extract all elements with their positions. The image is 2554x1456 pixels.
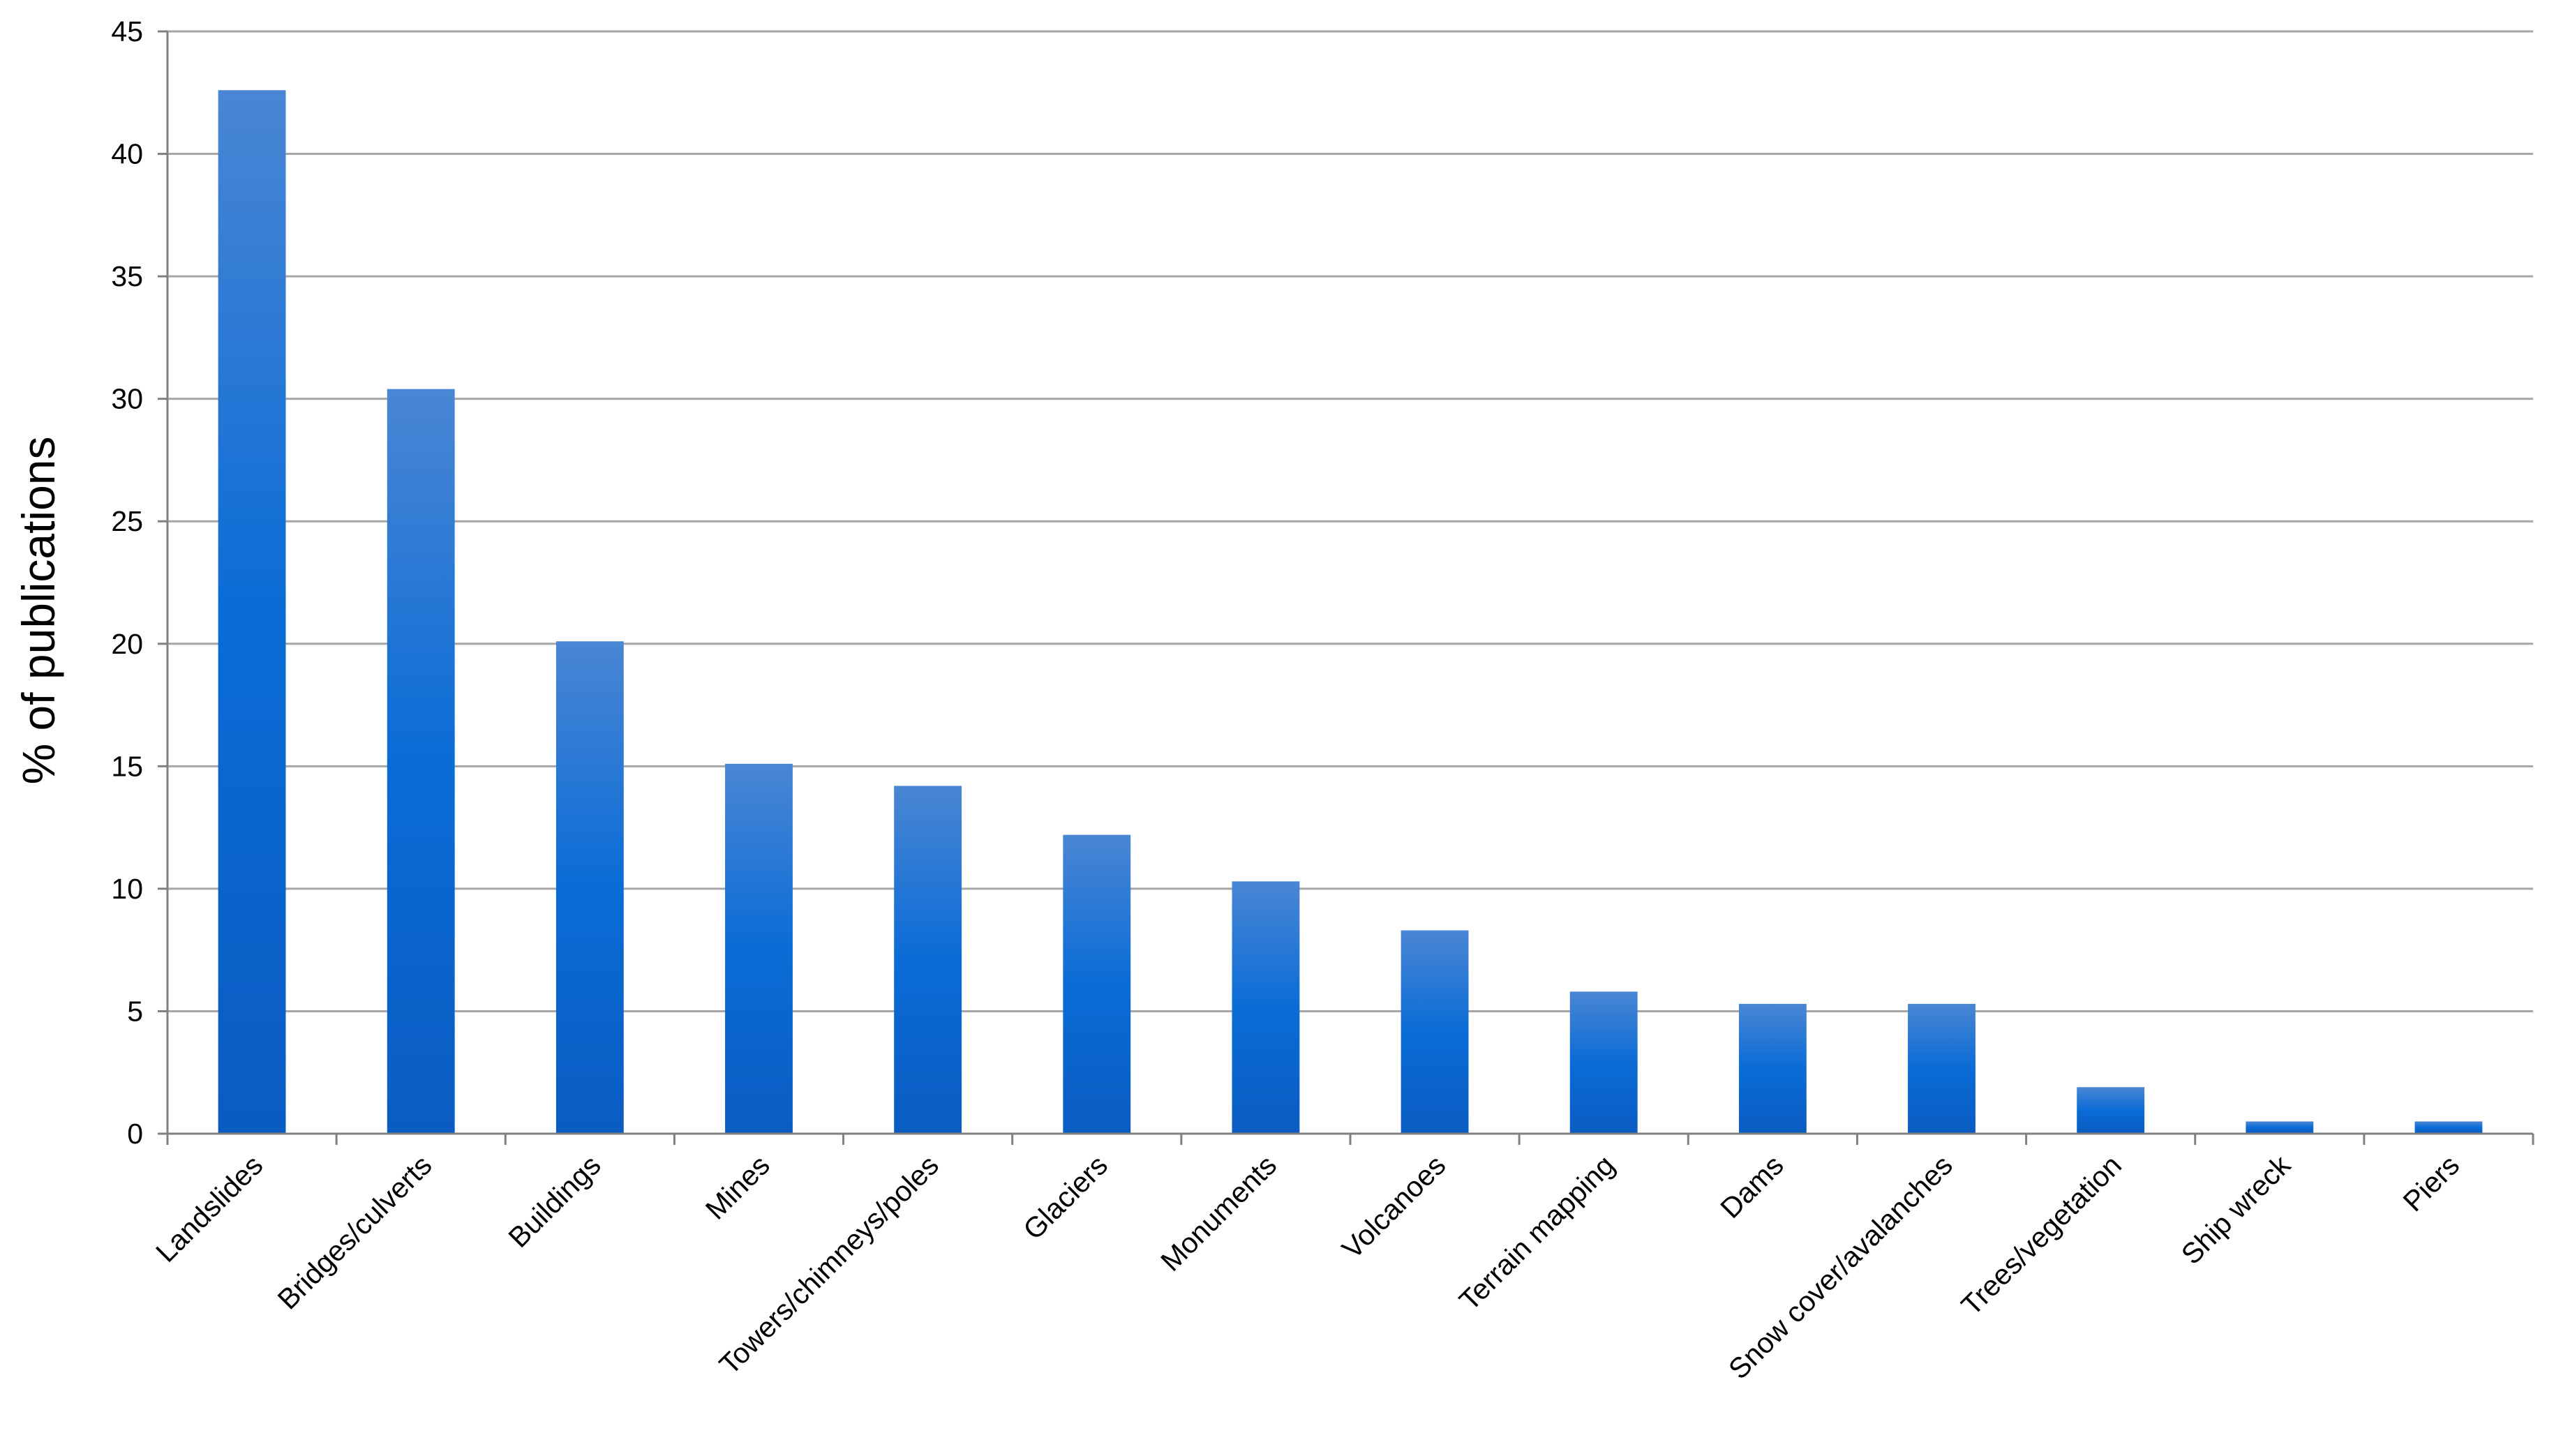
bar xyxy=(1063,834,1131,1134)
bars xyxy=(218,90,2483,1134)
y-tick-label: 0 xyxy=(127,1118,143,1150)
axes xyxy=(158,30,2534,1145)
bar xyxy=(387,389,455,1134)
bar xyxy=(218,90,286,1134)
y-tick-label: 5 xyxy=(127,995,143,1027)
bar xyxy=(725,763,793,1134)
x-category-label: Landslides xyxy=(149,1149,269,1268)
gridlines xyxy=(167,30,2533,1012)
x-category-label: Terrain mapping xyxy=(1453,1149,1620,1316)
x-category-label: Dams xyxy=(1714,1149,1789,1224)
x-category-label: Monuments xyxy=(1154,1149,1283,1277)
x-category-label: Piers xyxy=(2397,1149,2466,1218)
y-tick-label: 15 xyxy=(111,750,143,782)
x-category-label: Buildings xyxy=(502,1149,607,1254)
bar xyxy=(2414,1121,2483,1134)
x-category-label: Ship wreck xyxy=(2175,1148,2297,1270)
bar xyxy=(1401,930,1469,1134)
x-category-labels: Landslides Bridges/culverts Buildings Mines… xyxy=(149,1148,2465,1385)
bar xyxy=(1738,1003,1807,1134)
y-tick-label: 40 xyxy=(111,138,143,170)
y-tick-label: 10 xyxy=(111,873,143,905)
x-category-label: Trees/vegetation xyxy=(1955,1149,2128,1321)
bar xyxy=(1232,881,1300,1134)
y-tick-label: 20 xyxy=(111,628,143,660)
y-tick-labels: 0 5 10 15 20 25 30 35 40 45 xyxy=(111,15,143,1150)
bar xyxy=(2077,1087,2145,1134)
bar xyxy=(894,786,962,1134)
bar xyxy=(1569,991,1638,1134)
y-axis-title: % of publications xyxy=(13,437,64,785)
y-tick-label: 30 xyxy=(111,383,143,415)
x-category-label: Volcanoes xyxy=(1336,1149,1451,1265)
x-category-label: Mines xyxy=(699,1149,776,1226)
bar xyxy=(2246,1121,2314,1134)
x-category-label: Bridges/culverts xyxy=(271,1149,438,1316)
x-category-label: Glaciers xyxy=(1017,1149,1114,1246)
y-tick-label: 25 xyxy=(111,505,143,537)
bar xyxy=(555,641,624,1134)
y-tick-label: 45 xyxy=(111,15,143,47)
y-tick-label: 35 xyxy=(111,260,143,292)
bar xyxy=(1908,1003,1976,1134)
